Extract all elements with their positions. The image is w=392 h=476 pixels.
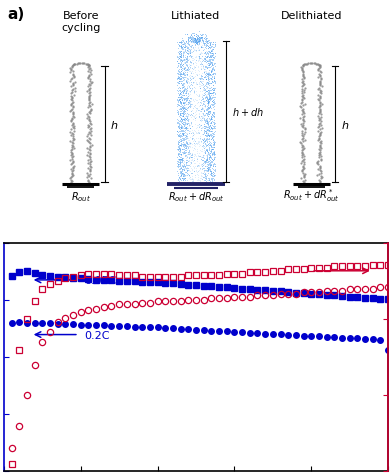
Text: Lithiated: Lithiated [171, 11, 221, 21]
Text: $R_{out}$: $R_{out}$ [71, 189, 91, 203]
Text: a): a) [8, 7, 25, 22]
Text: $h$: $h$ [341, 119, 349, 130]
Text: $R_{out} + dR_{out}^*$: $R_{out} + dR_{out}^*$ [283, 187, 339, 203]
Text: 0.05C: 0.05C [85, 275, 117, 285]
Text: $h$: $h$ [110, 119, 119, 130]
Text: 0.2C: 0.2C [85, 330, 110, 340]
Text: Delithiated: Delithiated [281, 11, 342, 21]
Text: $h + dh$: $h + dh$ [232, 106, 263, 118]
Text: $R_{out} + dR_{out}$: $R_{out} + dR_{out}$ [168, 189, 224, 203]
Text: Before
cycling: Before cycling [61, 11, 100, 33]
